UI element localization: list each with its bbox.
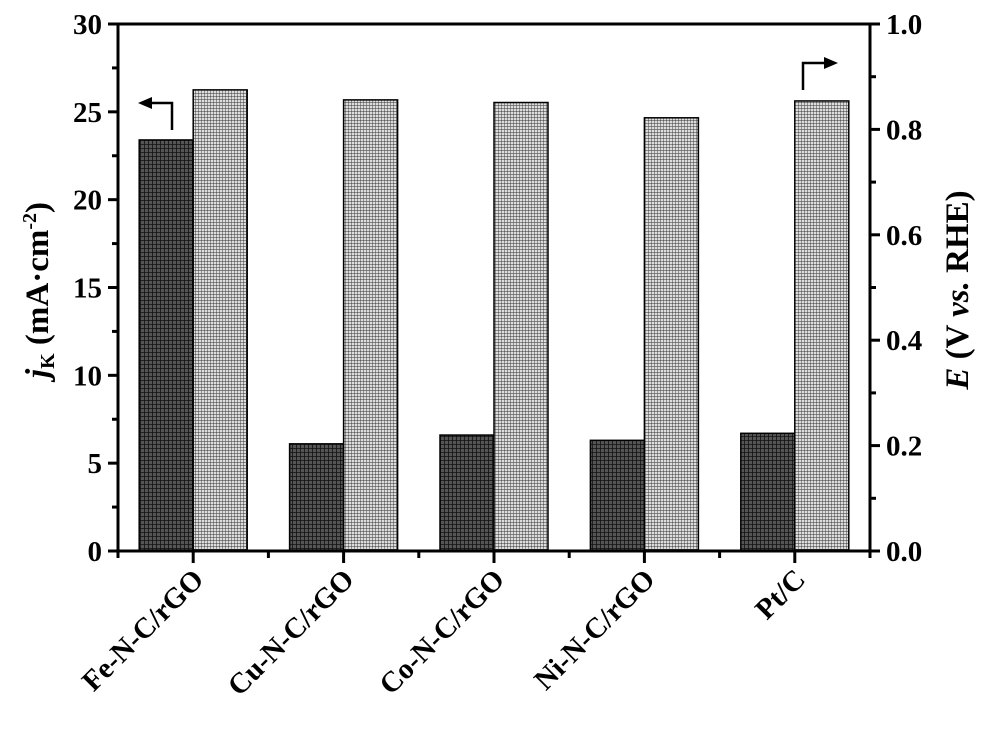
y-right-tick-label: 0.8 <box>886 114 922 146</box>
bar-E-2 <box>493 101 549 552</box>
x-tick-label: Co-N-C/rGO <box>373 563 511 701</box>
y-left-tick-label: 30 <box>73 9 102 41</box>
x-tick-label: Ni-N-C/rGO <box>528 563 661 696</box>
bar-E-3 <box>643 117 700 552</box>
y-axis-right-label: E (V vs. RHE) <box>940 190 976 390</box>
bar-E-1 <box>342 99 399 552</box>
y-left-tick-label: 15 <box>73 273 102 305</box>
left-axis-arrow-icon <box>150 101 174 130</box>
right-axis-arrowhead-icon <box>824 57 838 69</box>
bar-jK-4 <box>740 432 796 552</box>
x-tick-label: Fe-N-C/rGO <box>76 563 210 697</box>
bar-jK-1 <box>288 443 345 552</box>
y-right-tick-label: 0.6 <box>886 220 922 252</box>
y-left-tick-label: 20 <box>73 185 102 217</box>
y-axis-left-label: jK (mA·cm-2) <box>19 202 59 383</box>
y-right-tick-label: 0.0 <box>886 536 922 568</box>
y-left-tick-label: 0 <box>88 536 103 568</box>
bar-E-4 <box>794 100 850 552</box>
x-tick-label: Pt/C <box>749 563 811 625</box>
bar-E-0 <box>192 89 248 552</box>
y-left-tick-label: 25 <box>73 97 102 129</box>
y-left-tick-label: 10 <box>73 360 102 392</box>
x-tick-label: Cu-N-C/rGO <box>222 563 361 702</box>
bar-jK-2 <box>439 434 495 552</box>
left-axis-arrowhead-icon <box>138 97 152 109</box>
y-right-tick-label: 1.0 <box>886 9 922 41</box>
bar-jK-0 <box>138 139 194 552</box>
y-right-tick-label: 0.4 <box>886 325 922 357</box>
right-axis-arrow-icon <box>801 61 826 90</box>
y-right-tick-label: 0.2 <box>886 431 922 463</box>
y-left-tick-label: 5 <box>88 448 103 480</box>
bar-jK-3 <box>589 439 646 552</box>
